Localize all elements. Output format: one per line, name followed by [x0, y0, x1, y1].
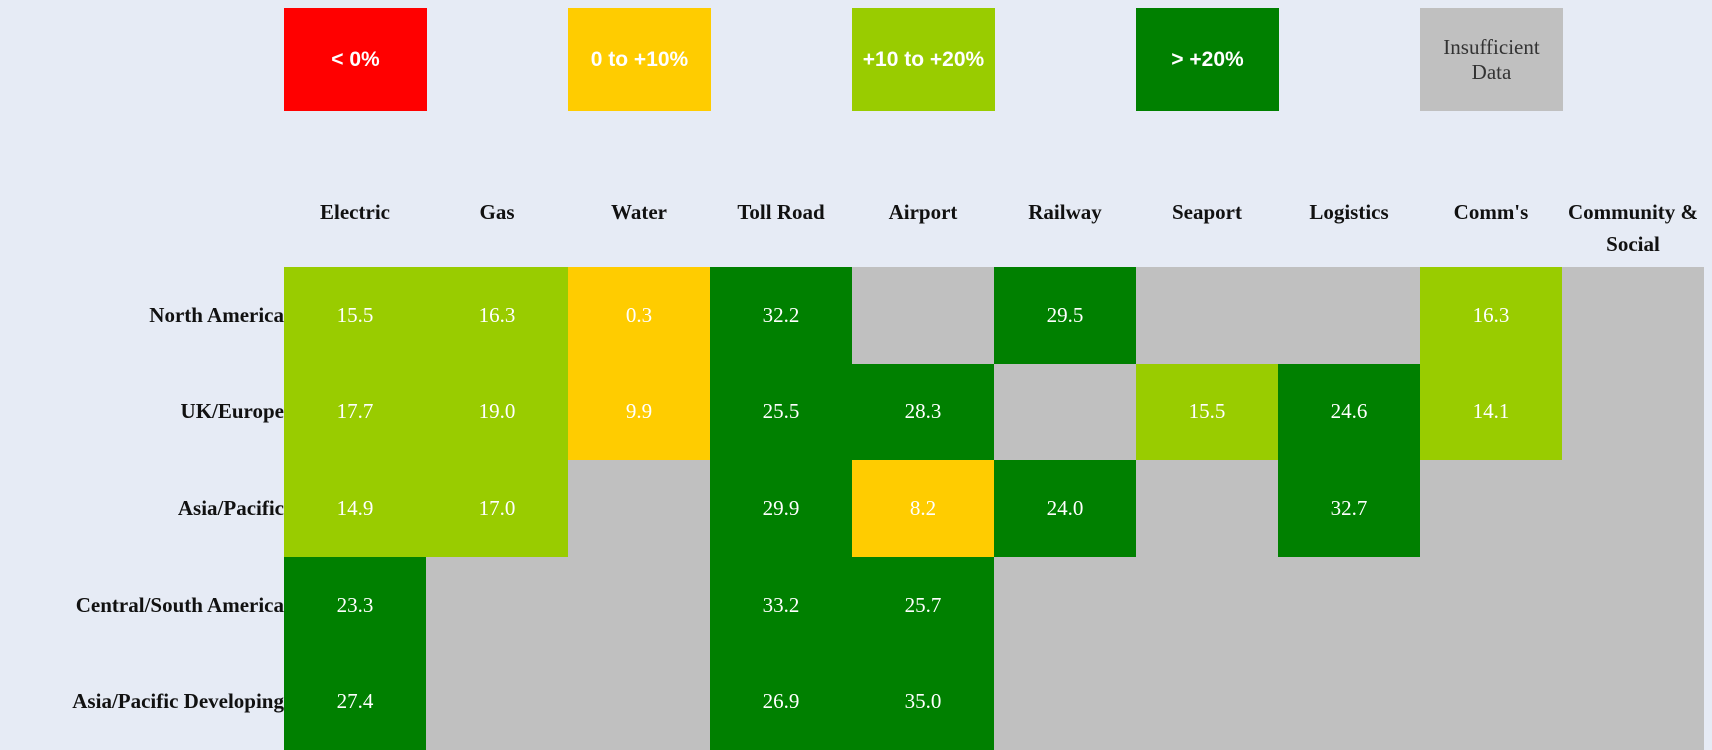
- cell: 0.3: [568, 267, 710, 364]
- empty-cell: [852, 267, 994, 364]
- empty-cell: [1136, 267, 1278, 364]
- empty-cell: [568, 653, 710, 750]
- empty-cell: [994, 653, 1136, 750]
- empty-cell: [1278, 267, 1420, 364]
- empty-cell: [1420, 556, 1562, 654]
- column-header: Community & Social: [1567, 200, 1699, 256]
- empty-cell: [568, 556, 710, 654]
- empty-cell: [568, 460, 710, 557]
- cell: 32.7: [1278, 460, 1420, 557]
- cell: 16.3: [1420, 267, 1562, 364]
- legend-item: Insufficient Data: [1420, 8, 1563, 111]
- cell: 16.3: [426, 267, 568, 364]
- empty-cell: [1420, 460, 1562, 557]
- column-header: Railway: [1028, 200, 1102, 224]
- row-label: Central/South America: [75, 592, 284, 617]
- column-header: Comm's: [1453, 200, 1529, 224]
- cell: 26.9: [710, 653, 852, 750]
- row-label: Asia/Pacific Developing: [72, 689, 284, 714]
- empty-cell: [1562, 460, 1704, 557]
- cell: 35.0: [852, 653, 994, 750]
- empty-cell: [1136, 556, 1278, 654]
- cell: 9.9: [568, 363, 710, 461]
- row-label: Asia/Pacific: [177, 495, 284, 520]
- empty-cell: [1420, 653, 1562, 750]
- empty-cell: [1562, 363, 1704, 461]
- column-header: Airport: [888, 200, 958, 224]
- empty-cell: [1136, 460, 1278, 557]
- cell: 17.0: [426, 460, 568, 557]
- empty-cell: [1278, 556, 1420, 654]
- column-header: Water: [611, 200, 667, 224]
- column-header: Toll Road: [737, 200, 825, 224]
- cell: 8.2: [852, 460, 994, 557]
- column-header: Seaport: [1172, 200, 1242, 224]
- row-label: North America: [149, 302, 284, 327]
- cell: 25.7: [852, 556, 994, 654]
- cell: 15.5: [284, 267, 426, 364]
- legend-item: < 0%: [284, 8, 427, 111]
- column-header: Gas: [479, 200, 515, 224]
- cell: 19.0: [426, 363, 568, 461]
- cell: 15.5: [1136, 363, 1278, 461]
- legend-item: > +20%: [1136, 8, 1279, 111]
- cell: 33.2: [710, 556, 852, 654]
- empty-cell: [1562, 267, 1704, 364]
- row-label: UK/Europe: [180, 399, 284, 424]
- cell: 29.5: [994, 267, 1136, 364]
- empty-cell: [994, 363, 1136, 461]
- empty-cell: [426, 556, 568, 654]
- cell: 28.3: [852, 363, 994, 461]
- cell: 25.5: [710, 363, 852, 461]
- empty-cell: [1562, 653, 1704, 750]
- empty-cell: [1278, 653, 1420, 750]
- cell: 32.2: [710, 267, 852, 364]
- cell: 29.9: [710, 460, 852, 557]
- cell: 14.9: [284, 460, 426, 557]
- cell: 24.0: [994, 460, 1136, 557]
- column-header: Logistics: [1309, 200, 1389, 224]
- cell: 14.1: [1420, 363, 1562, 461]
- empty-cell: [426, 653, 568, 750]
- cell: 17.7: [284, 363, 426, 461]
- cell: 24.6: [1278, 363, 1420, 461]
- column-header: Electric: [320, 200, 390, 224]
- cell: 27.4: [284, 653, 426, 750]
- legend-item: 0 to +10%: [568, 8, 711, 111]
- empty-cell: [994, 556, 1136, 654]
- legend-item: +10 to +20%: [852, 8, 995, 111]
- cell: 23.3: [284, 556, 426, 654]
- empty-cell: [1136, 653, 1278, 750]
- empty-cell: [1562, 556, 1704, 654]
